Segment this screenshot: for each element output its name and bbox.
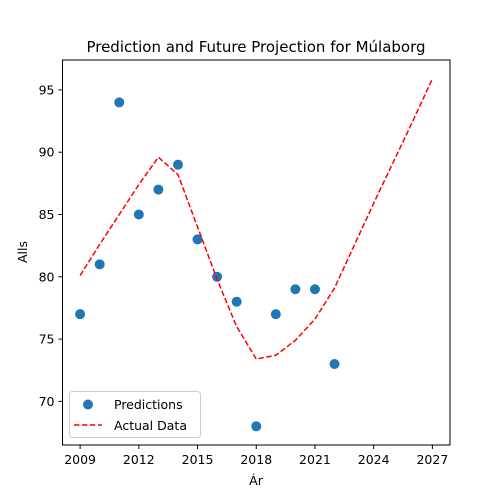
y-tick-label: 70 [39, 394, 55, 409]
data-point-predictions [94, 259, 105, 270]
y-tick-label: 95 [39, 82, 55, 97]
data-point-predictions [212, 271, 223, 282]
y-tick-label: 80 [39, 269, 55, 284]
data-point-predictions [329, 359, 340, 370]
x-tick-label: 2009 [64, 452, 96, 467]
data-point-predictions [114, 97, 125, 108]
y-axis: 70 75 80 85 90 95 [39, 82, 63, 409]
data-point-predictions [290, 284, 301, 295]
series-line-actual-data [79, 78, 434, 360]
data-point-predictions [153, 184, 164, 195]
data-point-predictions [192, 234, 203, 245]
x-axis: 2009 2012 2015 2018 2021 2024 2027 [64, 445, 448, 467]
x-tick-label: 2024 [358, 452, 390, 467]
x-tick-label: 2021 [299, 452, 331, 467]
x-axis-label: Ár [249, 473, 264, 488]
x-tick-label: 2012 [123, 452, 155, 467]
legend-box [69, 391, 201, 438]
chart-title: Prediction and Future Projection for Múl… [86, 38, 425, 56]
y-tick-label: 75 [39, 332, 55, 347]
data-point-predictions [133, 209, 144, 220]
plot-area [75, 78, 434, 432]
data-point-predictions [172, 159, 183, 170]
legend-label-predictions: Predictions [114, 397, 183, 412]
x-tick-label: 2018 [240, 452, 272, 467]
data-point-predictions [251, 421, 262, 432]
x-tick-label: 2027 [416, 452, 448, 467]
data-point-predictions [270, 309, 281, 320]
y-axis-label: Alls [15, 241, 30, 263]
legend-marker-predictions [83, 399, 93, 410]
legend-label-actual-data: Actual Data [114, 418, 187, 433]
y-tick-label: 85 [39, 207, 55, 222]
data-point-predictions [75, 309, 86, 320]
data-point-predictions [309, 284, 320, 295]
legend: Predictions Actual Data [69, 391, 201, 438]
y-tick-label: 90 [39, 145, 55, 160]
data-point-predictions [231, 296, 242, 307]
x-tick-label: 2015 [182, 452, 214, 467]
